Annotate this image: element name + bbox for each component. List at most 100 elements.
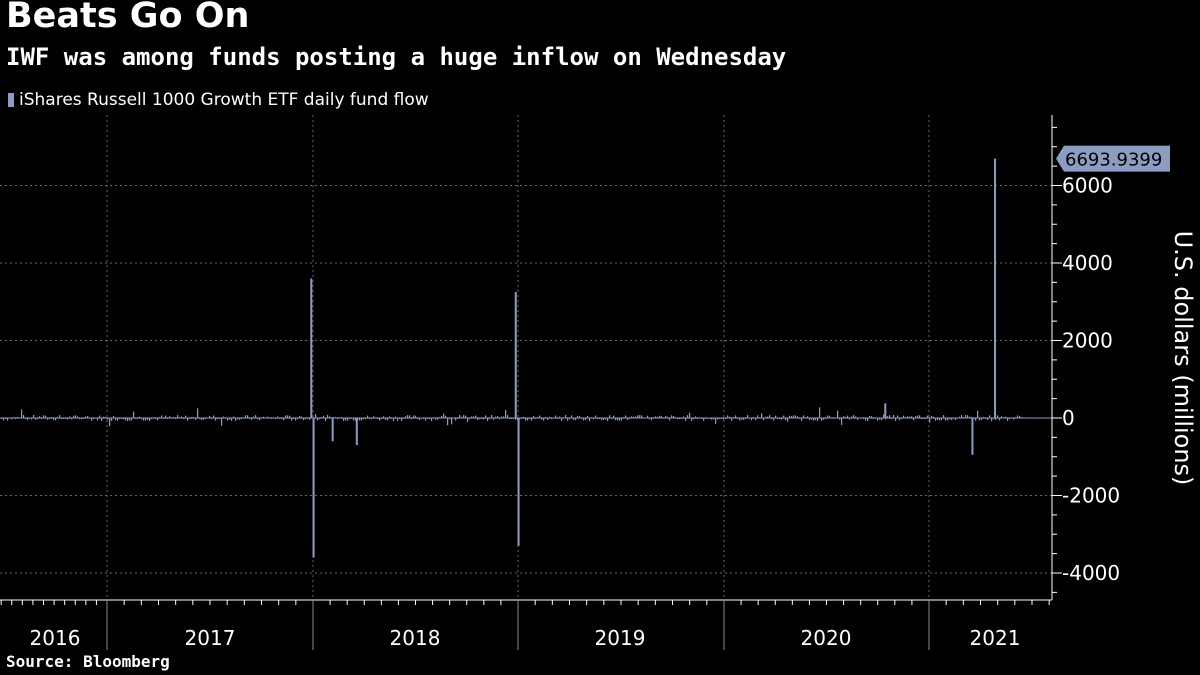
noise-bar <box>647 415 649 418</box>
noise-bar <box>141 418 143 420</box>
noise-bar <box>245 415 247 418</box>
noise-bar <box>637 415 639 418</box>
noise-bar <box>353 418 355 421</box>
noise-bar <box>869 416 871 418</box>
noise-bar <box>829 415 831 418</box>
legend-label: iShares Russell 1000 Growth ETF daily fu… <box>19 90 429 110</box>
noise-bar <box>907 416 909 418</box>
noise-bar <box>531 418 533 421</box>
noise-bar <box>849 418 851 420</box>
noise-bar <box>259 418 261 421</box>
noise-bar <box>75 415 77 418</box>
y-tick-label: -2000 <box>1062 484 1120 508</box>
noise-bar <box>685 418 687 421</box>
noise-bar <box>287 415 289 418</box>
noise-bar <box>881 418 883 421</box>
noise-bar <box>797 416 799 418</box>
noise-bar <box>79 418 81 420</box>
noise-bar <box>239 418 241 420</box>
noise-bar <box>489 418 491 420</box>
noise-bar <box>17 416 19 418</box>
noise-bar <box>327 414 329 418</box>
noise-bar <box>233 416 235 418</box>
x-tick-label: 2018 <box>390 626 441 650</box>
noise-bar <box>661 416 663 418</box>
noise-bar <box>419 418 421 421</box>
noise-bar <box>785 418 787 421</box>
y-tick-label: 2000 <box>1062 329 1113 353</box>
noise-bar <box>909 416 911 418</box>
noise-bar <box>1013 418 1015 420</box>
noise-bar <box>741 418 743 420</box>
noise-bar <box>975 418 977 421</box>
noise-bar <box>159 416 161 418</box>
noise-bar <box>549 416 551 418</box>
noise-bar <box>97 418 99 421</box>
noise-bar <box>359 418 361 421</box>
noise-bar <box>815 418 817 421</box>
noise-bar <box>409 415 411 418</box>
noise-bar <box>451 418 453 425</box>
noise-bar <box>991 418 993 422</box>
noise-bar <box>221 418 223 426</box>
noise-bar <box>133 411 135 418</box>
noise-bar <box>367 415 369 418</box>
noise-bar <box>395 416 397 418</box>
noise-bar <box>877 418 879 421</box>
noise-bar <box>465 415 467 418</box>
noise-bar <box>571 415 573 418</box>
noise-bar <box>579 416 581 418</box>
noise-bar <box>7 418 9 421</box>
noise-bar <box>807 416 809 418</box>
noise-bar <box>407 415 409 418</box>
noise-bar <box>813 418 815 421</box>
noise-bar <box>459 414 461 418</box>
spike-bar <box>884 403 887 418</box>
noise-bar <box>115 418 117 421</box>
noise-bar <box>73 415 75 418</box>
noise-bar <box>45 415 47 418</box>
noise-bar <box>177 415 179 418</box>
noise-bar <box>673 415 675 418</box>
noise-bar <box>437 418 439 420</box>
y-tick-label: 0 <box>1062 406 1075 430</box>
noise-bar <box>187 418 189 421</box>
noise-bar <box>91 418 93 421</box>
noise-bar <box>959 416 961 418</box>
chart-subtitle: IWF was among funds posting a huge inflo… <box>6 43 787 71</box>
noise-bar <box>945 418 947 421</box>
noise-bar <box>291 418 293 421</box>
noise-bar <box>949 418 951 420</box>
noise-bar <box>445 415 447 418</box>
noise-bar <box>669 418 671 421</box>
noise-bar <box>697 418 699 420</box>
noise-bar <box>689 412 691 418</box>
noise-bar <box>1007 418 1009 422</box>
noise-bar <box>411 418 413 420</box>
noise-bar <box>253 416 255 418</box>
noise-bar <box>209 415 211 418</box>
noise-bar <box>547 418 549 420</box>
noise-bar <box>583 418 585 421</box>
noise-bar <box>929 418 931 423</box>
noise-bar <box>577 415 579 418</box>
noise-bar <box>603 418 605 420</box>
noise-bar <box>393 418 395 422</box>
noise-bar <box>499 418 501 420</box>
noise-bar <box>341 416 343 418</box>
noise-bar <box>479 418 481 420</box>
noise-bar <box>267 416 269 418</box>
noise-bar <box>631 416 633 418</box>
noise-bar <box>477 418 479 421</box>
noise-bar <box>1019 416 1021 418</box>
noise-bar <box>717 418 719 420</box>
noise-bar <box>147 418 149 420</box>
noise-bar <box>323 415 325 418</box>
x-tick-label: 2019 <box>595 626 646 650</box>
noise-bar <box>931 415 933 418</box>
noise-bar <box>495 416 497 418</box>
noise-bar <box>951 418 953 420</box>
noise-bar <box>113 415 115 418</box>
grid-layer <box>0 115 1052 600</box>
spike-bar <box>514 292 517 418</box>
